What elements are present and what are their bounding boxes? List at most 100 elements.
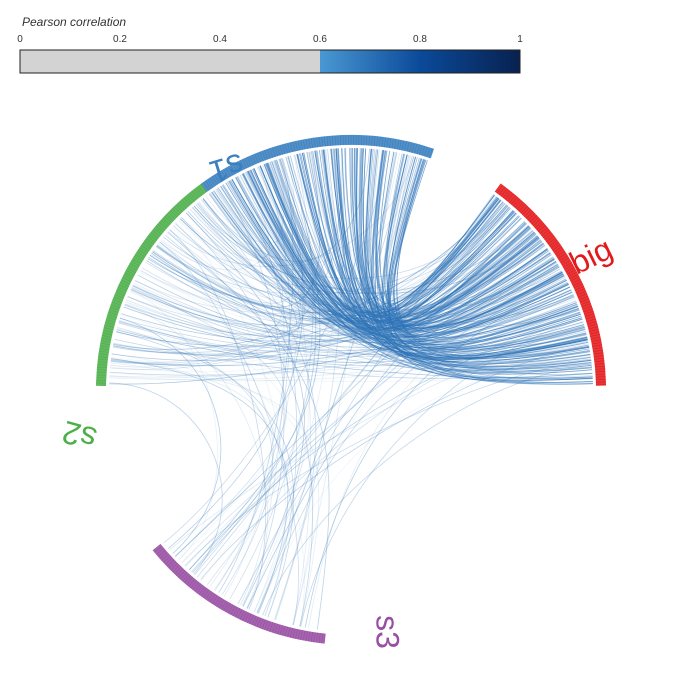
group-arc-tick xyxy=(496,185,504,194)
group-arc-tick xyxy=(132,258,142,265)
group-arc-tick xyxy=(274,146,278,157)
correlation-link xyxy=(198,172,270,258)
group-arc-tick xyxy=(332,135,334,146)
group-arc-tick xyxy=(593,352,604,355)
correlation-link xyxy=(109,211,515,370)
correlation-link xyxy=(314,150,584,353)
group-arc-tick xyxy=(214,596,220,606)
group-arc-tick xyxy=(96,374,107,376)
correlation-link xyxy=(196,197,498,578)
group-arc-tick xyxy=(595,373,606,375)
correlation-link xyxy=(209,193,552,339)
group-arc-tick xyxy=(591,339,602,342)
group-arc-tick xyxy=(225,603,231,613)
correlation-link xyxy=(312,151,593,379)
group-arc-tick xyxy=(230,605,236,615)
correlation-link xyxy=(246,222,527,609)
correlation-link xyxy=(167,231,541,327)
correlation-link xyxy=(196,152,397,316)
group-arc-tick xyxy=(386,137,389,148)
correlation-link xyxy=(109,337,588,381)
group-arc-tick xyxy=(98,356,109,358)
group-arc-tick xyxy=(244,157,250,168)
correlation-link xyxy=(110,149,329,364)
group-arc-tick xyxy=(122,277,132,283)
group-arc-tick xyxy=(321,136,324,147)
correlation-link xyxy=(175,222,286,618)
correlation-link xyxy=(322,149,495,323)
group-arc-tick xyxy=(251,154,257,165)
group-arc-tick xyxy=(572,281,582,286)
correlation-link xyxy=(132,250,549,337)
correlation-link xyxy=(206,312,581,585)
correlation-link xyxy=(180,153,320,314)
correlation-link xyxy=(119,317,222,554)
group-arc-tick xyxy=(216,598,223,607)
group-arc-tick xyxy=(109,306,120,311)
correlation-link xyxy=(124,304,268,609)
correlation-link xyxy=(242,173,592,369)
correlation-link xyxy=(239,165,285,606)
correlation-link xyxy=(147,258,562,317)
group-arc-tick xyxy=(261,150,266,161)
legend-tick-label: 0.8 xyxy=(413,34,427,45)
group-arc-tick xyxy=(565,266,575,273)
correlation-link xyxy=(393,158,581,346)
group-arc-tick xyxy=(96,366,108,369)
correlation-link xyxy=(269,161,592,371)
correlation-link xyxy=(120,314,287,560)
correlation-link xyxy=(201,199,588,351)
group-arc-tick xyxy=(542,231,551,239)
group-arc-tick xyxy=(158,221,167,229)
legend-title: Pearson correlation xyxy=(22,15,126,29)
group-arc-tick xyxy=(324,633,326,644)
correlation-link xyxy=(131,287,578,348)
group-arc-tick xyxy=(147,236,156,243)
group-arc-tick xyxy=(203,181,210,191)
correlation-link xyxy=(127,221,526,326)
group-arc-tick xyxy=(152,543,161,551)
group-label-s3: s3 xyxy=(370,615,406,649)
group-arc-tick xyxy=(271,147,276,158)
group-arc-tick xyxy=(102,332,113,336)
group-arc-tick xyxy=(100,340,111,343)
group-arc-tick xyxy=(292,628,296,639)
correlation-link xyxy=(179,218,530,294)
correlation-link xyxy=(380,151,579,344)
correlation-link xyxy=(175,223,544,328)
correlation-link xyxy=(223,154,304,597)
group-arc-tick xyxy=(591,341,602,345)
correlation-link xyxy=(110,358,289,614)
group-arc-tick xyxy=(297,140,301,151)
correlation-link xyxy=(213,190,531,331)
group-arc-tick xyxy=(514,200,522,209)
correlation-link xyxy=(117,327,273,596)
correlation-link xyxy=(180,217,522,301)
group-arc-tick xyxy=(295,629,298,639)
correlation-link xyxy=(356,148,587,359)
correlation-link xyxy=(263,163,574,342)
correlation-link xyxy=(152,250,586,348)
correlation-link xyxy=(156,151,321,308)
correlation-link xyxy=(391,155,588,354)
group-arc-tick xyxy=(254,153,259,164)
correlation-link xyxy=(376,150,565,330)
group-arc-tick xyxy=(269,148,274,158)
correlation-link xyxy=(146,260,593,380)
group-arc-tick xyxy=(203,589,210,599)
group-arc-tick xyxy=(133,256,143,262)
group-arc-tick xyxy=(384,137,386,148)
group-arc-tick xyxy=(120,279,131,285)
correlation-link xyxy=(327,149,499,318)
group-arc-tick xyxy=(584,313,595,317)
legend-tick-label: 0 xyxy=(17,34,23,45)
group-arc-tick xyxy=(140,244,150,252)
group-arc-tick xyxy=(581,303,592,308)
correlation-link xyxy=(149,254,564,323)
group-arc-tick xyxy=(162,217,171,226)
correlation-link xyxy=(384,154,508,309)
group-arc-tick xyxy=(274,623,278,634)
group-arc-tick xyxy=(566,269,576,275)
correlation-link xyxy=(161,239,557,309)
group-arc-tick xyxy=(100,342,111,346)
